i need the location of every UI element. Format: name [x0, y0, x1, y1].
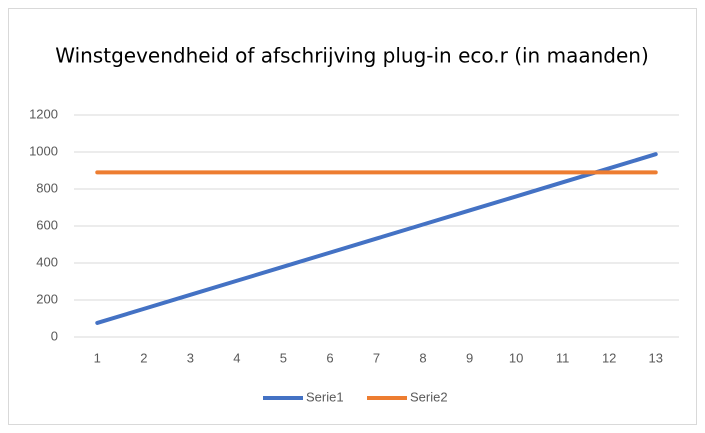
chart-border [8, 8, 697, 425]
legend-label: Serie1 [306, 389, 344, 404]
y-tick-label: 1000 [29, 143, 58, 158]
x-tick-label: 12 [602, 350, 616, 365]
x-tick-label: 3 [187, 350, 194, 365]
x-tick-label: 5 [280, 350, 287, 365]
y-tick-label: 400 [36, 254, 58, 269]
x-tick-label: 8 [419, 350, 426, 365]
x-tick-label: 4 [233, 350, 240, 365]
x-tick-label: 10 [509, 350, 523, 365]
x-tick-label: 6 [326, 350, 333, 365]
y-tick-label: 1200 [29, 106, 58, 121]
y-tick-label: 600 [36, 217, 58, 232]
y-tick-label: 200 [36, 291, 58, 306]
x-tick-label: 2 [140, 350, 147, 365]
x-tick-label: 11 [556, 350, 570, 365]
chart-title: Winstgevendheid of afschrijving plug-in … [55, 44, 649, 68]
x-tick-label: 7 [373, 350, 380, 365]
legend-label: Serie2 [410, 389, 448, 404]
y-tick-label: 800 [36, 180, 58, 195]
x-tick-label: 1 [94, 350, 101, 365]
x-tick-label: 13 [648, 350, 662, 365]
y-tick-label: 0 [51, 328, 58, 343]
x-tick-label: 9 [466, 350, 473, 365]
data-line [95, 152, 658, 325]
